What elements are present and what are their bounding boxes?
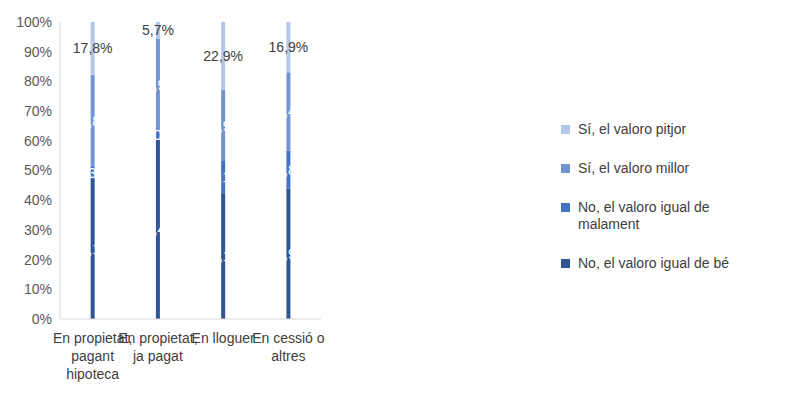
svg-text:16,9%: 16,9% (269, 39, 309, 55)
svg-text:43,9%: 43,9% (269, 246, 309, 262)
svg-text:20%: 20% (24, 252, 52, 268)
svg-text:60%: 60% (24, 133, 52, 149)
html-text:En propietat,: En propietat, (52, 330, 133, 346)
svg-text:50%: 50% (24, 162, 52, 178)
svg-text:23,9%: 23,9% (203, 118, 243, 134)
svg-text:12,8%: 12,8% (269, 162, 309, 178)
svg-text:30,8%: 30,8% (73, 113, 113, 129)
svg-text:26,4%: 26,4% (269, 103, 309, 119)
svg-text:42,1%: 42,1% (203, 248, 243, 264)
svg-text:4,3%: 4,3% (77, 165, 109, 181)
svg-text:80%: 80% (24, 73, 52, 89)
svg-text:70%: 70% (24, 103, 52, 119)
svg-text:40%: 40% (24, 192, 52, 208)
svg-text:0%: 0% (32, 311, 52, 327)
svg-text:En propietat,ja pagat: En propietat,ja pagat (118, 330, 197, 364)
svg-text:30%: 30% (24, 222, 52, 238)
svg-text:30,9%: 30,9% (138, 77, 178, 93)
svg-text:3,0%: 3,0% (142, 127, 174, 143)
svg-text:90%: 90% (24, 44, 52, 60)
svg-text:22,9%: 22,9% (203, 48, 243, 64)
svg-text:47,1%: 47,1% (73, 241, 113, 257)
html-text:No, el valoro igual de bé: No, el valoro igual de bé (578, 254, 729, 271)
svg-text:17,8%: 17,8% (73, 40, 113, 56)
svg-text:11,1%: 11,1% (204, 169, 243, 185)
svg-text:60,4%: 60,4% (138, 221, 178, 237)
svg-text:100%: 100% (16, 14, 52, 30)
svg-text:En cessió oaltres: En cessió oaltres (252, 330, 325, 364)
svg-text:En lloguer: En lloguer (192, 330, 255, 346)
html-text:hipoteca: hipoteca (66, 366, 120, 382)
html-text:Sí, el valoro pitjor: Sí, el valoro pitjor (578, 120, 687, 137)
svg-text:10%: 10% (24, 281, 52, 297)
html-text:pagant: pagant (71, 348, 114, 364)
html-text:No, el valoro igual de malamen: No, el valoro igual de malament (578, 198, 710, 232)
svg-text:5,7%: 5,7% (142, 22, 174, 38)
html-text:Sí, el valoro millor: Sí, el valoro millor (578, 159, 690, 176)
